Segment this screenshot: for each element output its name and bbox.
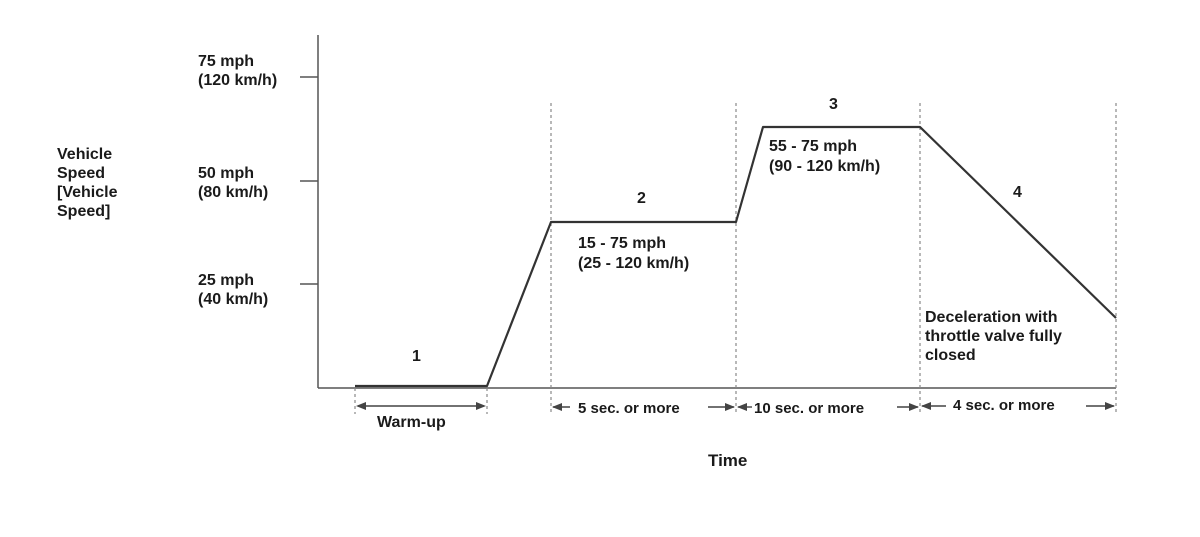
y-axis-label-line-2: Speed xyxy=(57,165,105,182)
phase-2-speed-kmh: (25 - 120 km/h) xyxy=(578,255,689,272)
y-tick-label-25: 25 mph xyxy=(198,272,254,289)
phase-3-speed-kmh: (90 - 120 km/h) xyxy=(769,158,880,175)
y-tick-sublabel-50: (80 km/h) xyxy=(198,184,268,201)
phase-4-note-line-3: closed xyxy=(925,347,976,364)
phase-2-speed-mph: 15 - 75 mph xyxy=(578,235,666,252)
y-tick-label-50: 50 mph xyxy=(198,165,254,182)
duration-arrow-phase-2 xyxy=(552,403,735,411)
phase-4-duration: 4 sec. or more xyxy=(953,397,1055,414)
phase-4-note-line-1: Deceleration with xyxy=(925,309,1057,326)
phase-4-number: 4 xyxy=(1013,184,1022,201)
phase-4-note-line-2: throttle valve fully xyxy=(925,328,1062,345)
duration-arrow-phase-4 xyxy=(921,402,1115,410)
y-tick-label-75: 75 mph xyxy=(198,53,254,70)
y-tick-sublabel-25: (40 km/h) xyxy=(198,291,268,308)
phase-1-duration: Warm-up xyxy=(377,414,446,431)
speed-profile-line xyxy=(355,125,1117,388)
y-tick-sublabel-75: (120 km/h) xyxy=(198,72,277,89)
phase-3-number: 3 xyxy=(829,96,838,113)
duration-arrow-warmup xyxy=(356,402,486,410)
y-axis-label-line-4: Speed] xyxy=(57,203,110,220)
duration-arrow-phase-3 xyxy=(737,403,919,411)
phase-1-number: 1 xyxy=(412,348,421,365)
x-axis-label: Time xyxy=(708,451,747,470)
phase-3-speed-mph: 55 - 75 mph xyxy=(769,138,857,155)
phase-2-number: 2 xyxy=(637,190,646,207)
y-axis-label-line-3: [Vehicle xyxy=(57,184,118,201)
phase-2-duration: 5 sec. or more xyxy=(578,400,680,417)
y-axis-label-line-1: Vehicle xyxy=(57,146,112,163)
phase-3-duration: 10 sec. or more xyxy=(754,400,864,417)
